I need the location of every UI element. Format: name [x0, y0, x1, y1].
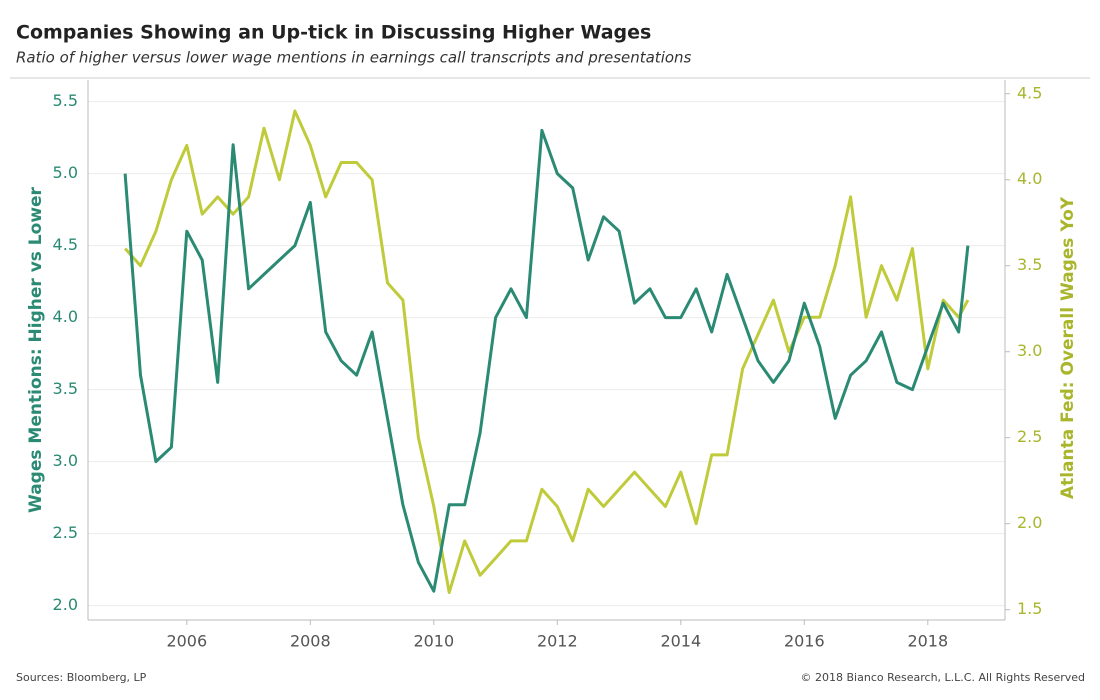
y2-tick-label: 2.5 [1017, 427, 1042, 446]
chart-subtitle: Ratio of higher versus lower wage mentio… [16, 49, 692, 67]
y2-tick-label: 3.0 [1017, 341, 1042, 360]
source-note: Sources: Bloomberg, LP [16, 671, 147, 684]
y2-tick-label: 1.5 [1017, 599, 1042, 618]
x-tick-label: 2006 [166, 632, 207, 651]
x-tick-label: 2008 [290, 632, 331, 651]
x-tick-label: 2014 [660, 632, 701, 651]
y-tick-label: 2.5 [53, 523, 78, 542]
y-tick-label: 4.5 [53, 235, 78, 254]
x-tick-label: 2010 [413, 632, 454, 651]
y2-axis-label: Atlanta Fed: Overall Wages YoY [1058, 196, 1078, 499]
y-axis-label: Wages Mentions: Higher vs Lower [26, 186, 46, 512]
y-tick-label: 2.0 [53, 595, 78, 614]
y-tick-label: 5.0 [53, 163, 78, 182]
y-tick-label: 5.5 [53, 91, 78, 110]
chart-title: Companies Showing an Up-tick in Discussi… [16, 22, 651, 44]
x-tick-label: 2016 [784, 632, 825, 651]
x-tick-label: 2012 [537, 632, 578, 651]
y2-tick-label: 4.0 [1017, 169, 1042, 188]
copyright-note: © 2018 Bianco Research, L.L.C. All Right… [801, 671, 1085, 684]
y2-tick-label: 4.5 [1017, 83, 1042, 102]
series-line [123, 128, 970, 593]
y2-tick-label: 2.0 [1017, 513, 1042, 532]
y-tick-label: 3.0 [53, 451, 78, 470]
y-tick-label: 3.5 [53, 379, 78, 398]
series-line [123, 109, 970, 594]
y-tick-label: 4.0 [53, 307, 78, 326]
x-tick-label: 2018 [907, 632, 948, 651]
y2-tick-label: 3.5 [1017, 255, 1042, 274]
